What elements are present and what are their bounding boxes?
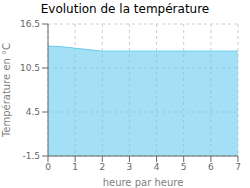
svg-text:heure par heure: heure par heure [103, 177, 184, 188]
svg-text:-1.5: -1.5 [22, 151, 40, 161]
svg-text:10.5: 10.5 [20, 63, 40, 73]
svg-text:2: 2 [99, 162, 105, 172]
svg-text:7: 7 [235, 162, 241, 172]
svg-text:Température en °C: Température en °C [8, 43, 12, 138]
svg-text:0: 0 [45, 162, 51, 172]
html-text:Evolution de la température: Evolution de la température [40, 2, 210, 16]
svg-text:6: 6 [208, 162, 214, 172]
svg-text:1: 1 [72, 162, 78, 172]
svg-text:5: 5 [181, 162, 187, 172]
svg-text:3: 3 [127, 162, 133, 172]
svg-text:4.5: 4.5 [26, 107, 40, 117]
svg-text:4: 4 [154, 162, 160, 172]
svg-text:16.5: 16.5 [20, 19, 40, 29]
